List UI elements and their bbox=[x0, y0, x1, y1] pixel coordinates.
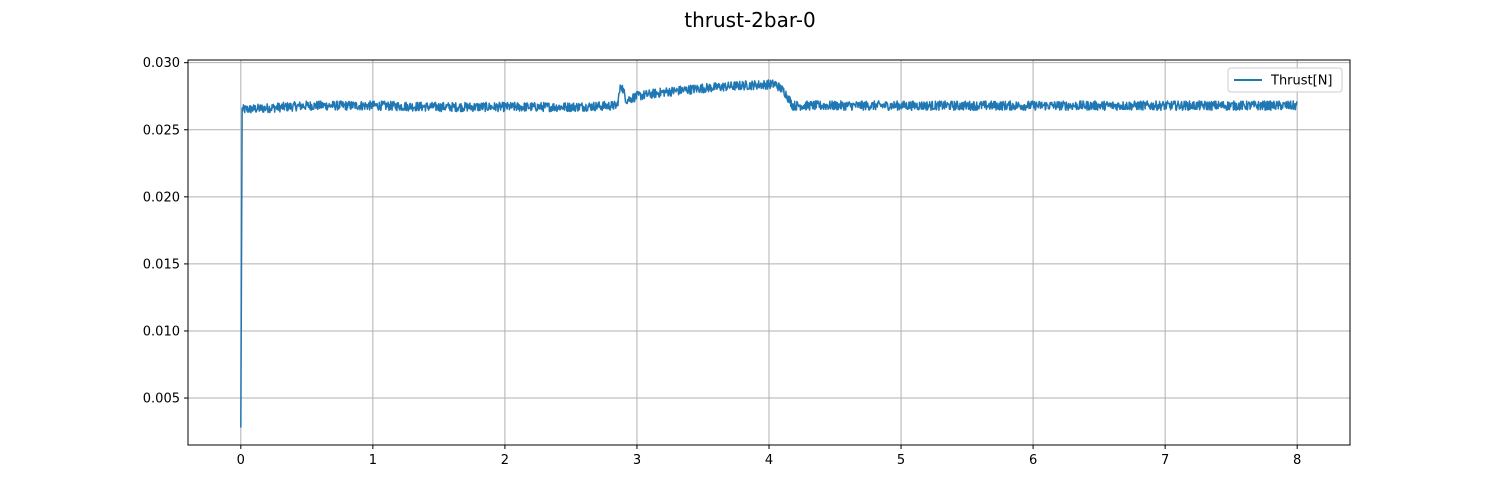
y-tick-label: 0.030 bbox=[143, 56, 180, 71]
x-tick-label: 5 bbox=[897, 453, 905, 468]
ticks: 0 1 2 3 4 5 6 7 8 0.005 0.010 0.015 0.020 0.025 0.030 bbox=[143, 56, 1302, 468]
chart-title: thrust-2bar-0 bbox=[684, 8, 815, 32]
x-tick-label: 4 bbox=[765, 453, 773, 468]
legend: Thrust[N] bbox=[1227, 67, 1343, 93]
legend-label: Thrust[N] bbox=[1270, 74, 1333, 89]
x-tick-label: 1 bbox=[369, 453, 377, 468]
y-tick-label: 0.005 bbox=[143, 392, 180, 407]
y-tick-label: 0.025 bbox=[143, 123, 180, 138]
y-tick-label: 0.010 bbox=[143, 324, 180, 339]
x-tick-label: 3 bbox=[633, 453, 641, 468]
series-line-thrust bbox=[240, 79, 1298, 428]
x-tick-label: 2 bbox=[501, 453, 509, 468]
x-tick-label: 0 bbox=[237, 453, 245, 468]
series-layer bbox=[240, 79, 1298, 428]
y-tick-label: 0.015 bbox=[143, 257, 180, 272]
x-tick-label: 8 bbox=[1293, 453, 1301, 468]
x-tick-label: 6 bbox=[1029, 453, 1037, 468]
x-tick-label: 7 bbox=[1161, 453, 1169, 468]
legend-box bbox=[1227, 67, 1343, 93]
y-tick-label: 0.020 bbox=[143, 190, 180, 205]
grid bbox=[188, 60, 1350, 445]
